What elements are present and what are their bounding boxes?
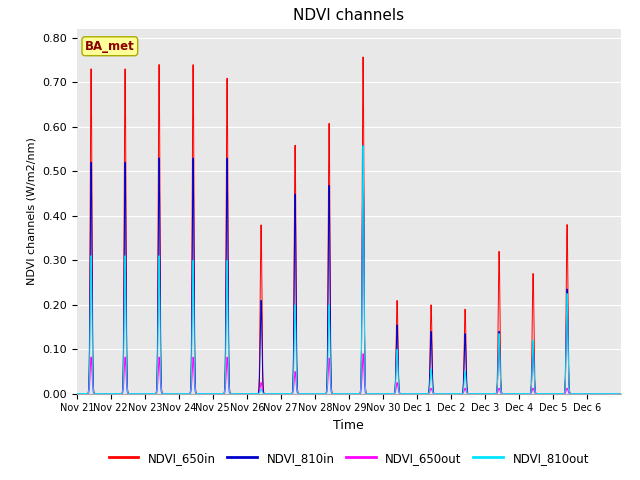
Line: NDVI_810in: NDVI_810in xyxy=(77,145,621,394)
NDVI_650in xyxy=(534,391,541,396)
NDVI_650out xyxy=(534,391,541,396)
NDVI_810out xyxy=(617,391,625,396)
NDVI_650in xyxy=(73,391,81,396)
Title: NDVI channels: NDVI channels xyxy=(293,9,404,24)
X-axis label: Time: Time xyxy=(333,419,364,432)
NDVI_810out xyxy=(184,391,192,396)
NDVI_810out xyxy=(596,391,604,396)
NDVI_650in xyxy=(419,391,426,396)
NDVI_810in xyxy=(184,391,192,396)
NDVI_810in xyxy=(534,391,541,396)
NDVI_810out xyxy=(73,391,81,396)
NDVI_810in xyxy=(501,391,509,396)
Text: BA_met: BA_met xyxy=(85,40,134,53)
NDVI_650in xyxy=(596,391,604,396)
NDVI_650out xyxy=(184,391,192,396)
NDVI_810in xyxy=(617,391,625,396)
NDVI_810in xyxy=(467,391,474,396)
NDVI_810in xyxy=(419,391,426,396)
NDVI_650out xyxy=(501,391,509,396)
NDVI_650out xyxy=(467,391,474,396)
NDVI_650in xyxy=(617,391,625,396)
Line: NDVI_810out: NDVI_810out xyxy=(77,145,621,394)
NDVI_650out xyxy=(596,391,604,396)
NDVI_810out xyxy=(419,391,426,396)
NDVI_650in xyxy=(501,391,509,396)
NDVI_810in xyxy=(73,391,81,396)
NDVI_650in xyxy=(184,391,192,396)
NDVI_810in xyxy=(596,391,604,396)
NDVI_810in xyxy=(359,143,367,148)
NDVI_810in xyxy=(611,391,619,396)
Legend: NDVI_650in, NDVI_810in, NDVI_650out, NDVI_810out: NDVI_650in, NDVI_810in, NDVI_650out, NDV… xyxy=(104,447,594,469)
NDVI_650in xyxy=(359,54,367,60)
NDVI_810out xyxy=(359,143,367,148)
NDVI_810out xyxy=(611,391,619,396)
NDVI_650in xyxy=(611,391,619,396)
NDVI_650in xyxy=(467,391,474,396)
NDVI_650out xyxy=(617,391,625,396)
NDVI_650out xyxy=(611,391,619,396)
NDVI_810out xyxy=(467,391,474,396)
NDVI_810out xyxy=(534,391,541,396)
NDVI_650out xyxy=(359,351,367,357)
Y-axis label: NDVI channels (W/m2/nm): NDVI channels (W/m2/nm) xyxy=(27,137,36,285)
NDVI_810out xyxy=(501,391,509,396)
Line: NDVI_650in: NDVI_650in xyxy=(77,57,621,394)
Line: NDVI_650out: NDVI_650out xyxy=(77,354,621,394)
NDVI_650out xyxy=(73,391,81,396)
NDVI_650out xyxy=(419,391,426,396)
